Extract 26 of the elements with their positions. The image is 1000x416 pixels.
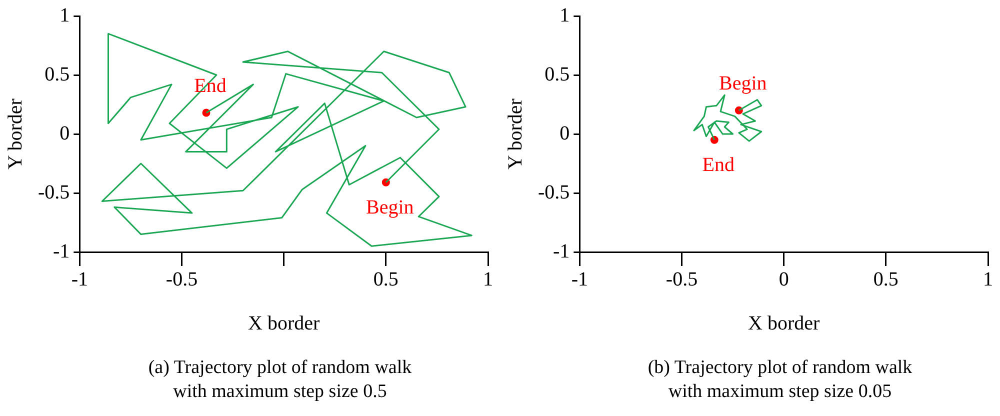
y-tick-label: 1: [60, 4, 70, 26]
annotation: End: [702, 154, 735, 176]
x-axis-title: X border: [748, 312, 820, 334]
annotation: Begin: [366, 196, 414, 219]
y-tick-label: 0: [560, 122, 570, 144]
y-tick-label: 0.5: [44, 63, 70, 86]
x-tick-label: -0.5: [166, 268, 198, 290]
text: (a) Trajectory plot of random walk with maximum step size 0.5: [147, 356, 413, 404]
y-tick-label: 1: [560, 4, 570, 26]
x-tick-label: 0: [778, 268, 789, 290]
x-tick-label: 0.5: [873, 268, 898, 290]
text: (b) Trajectory plot of random walk with maximum step size 0.05: [646, 356, 914, 404]
y-axis-title: Y border: [504, 98, 526, 170]
y-tick-label: -0.5: [38, 181, 70, 204]
x-axis-title: X border: [248, 312, 320, 334]
y-tick-label: -1: [552, 240, 570, 262]
y-tick-label: -1: [52, 240, 70, 262]
x-tick-label: 1: [983, 268, 993, 290]
y-axis-title: Y border: [4, 98, 26, 170]
x-tick-label: -0.5: [666, 268, 698, 290]
annotation: Begin: [719, 72, 767, 95]
y-tick-label: 0.5: [544, 63, 570, 86]
y-tick-label: -0.5: [538, 181, 570, 204]
x-tick-label: 0.5: [373, 268, 398, 290]
y-tick-label: 0: [60, 122, 70, 144]
x-tick-label: 1: [483, 268, 493, 290]
